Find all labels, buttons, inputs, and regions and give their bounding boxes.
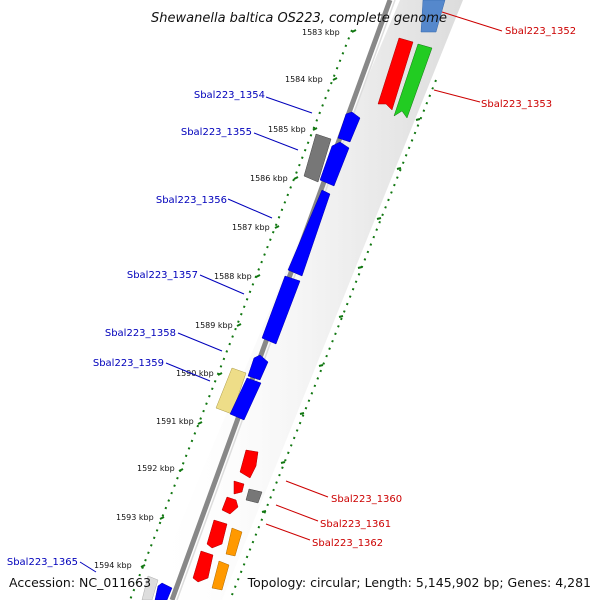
gene-label[interactable]: Sbal223_1362 <box>312 538 383 549</box>
gene-feature[interactable] <box>233 480 245 495</box>
gene-feature[interactable] <box>239 449 259 479</box>
label-leader <box>199 274 245 295</box>
gene-label[interactable]: Sbal223_1355 <box>181 127 252 138</box>
gene-feature[interactable] <box>229 377 262 421</box>
tick-label: 1589 kbp <box>195 321 233 330</box>
tick-mark <box>280 461 286 464</box>
label-leader <box>433 89 481 103</box>
scale-dotted-track <box>129 29 353 600</box>
label-leader <box>177 332 223 352</box>
gene-label[interactable]: Sbal223_1353 <box>481 99 552 110</box>
tick-label: 1587 kbp <box>232 223 270 232</box>
tick-mark <box>357 266 363 269</box>
label-leader <box>227 198 273 219</box>
label-leaders <box>79 11 503 573</box>
gene-feature[interactable] <box>154 582 173 600</box>
label-leader <box>285 480 329 498</box>
gene-feature[interactable] <box>221 496 239 515</box>
tick-label: 1591 kbp <box>156 417 194 426</box>
gene-label[interactable]: Sbal223_1356 <box>156 195 227 206</box>
tick-label: 1588 kbp <box>214 272 252 281</box>
tick-mark <box>415 118 421 121</box>
map-title: Shewanella baltica OS223, complete genom… <box>151 11 447 26</box>
tick-mark <box>197 421 203 425</box>
gene-feature[interactable] <box>393 43 433 119</box>
label-leader <box>253 132 299 151</box>
label-leader <box>165 362 211 382</box>
gene-feature[interactable] <box>206 519 228 549</box>
gene-feature[interactable] <box>287 189 331 277</box>
scale-tracks <box>129 29 437 600</box>
tick-marks <box>140 29 421 568</box>
tick-mark <box>396 167 402 170</box>
gene-feature[interactable] <box>225 527 243 557</box>
gene-label[interactable]: Sbal223_1354 <box>194 90 265 101</box>
reverse-strand-features <box>141 111 361 600</box>
gene-feature[interactable] <box>247 354 269 381</box>
label-leader <box>265 523 311 541</box>
tick-label: 1583 kbp <box>302 28 340 37</box>
tick-mark <box>217 372 223 376</box>
gene-feature[interactable] <box>211 560 230 591</box>
gene-label[interactable]: Sbal223_1352 <box>505 26 576 37</box>
label-leader <box>265 96 313 114</box>
gene-labels: Sbal223_1352 Sbal223_1353 Sbal223_1354 S… <box>7 26 576 568</box>
tick-labels: 1583 kbp 1584 kbp 1585 kbp 1586 kbp 1587… <box>94 28 340 570</box>
gene-label[interactable]: Sbal223_1357 <box>127 270 198 281</box>
gene-feature[interactable] <box>319 141 350 187</box>
gene-label[interactable]: Sbal223_1359 <box>93 358 164 369</box>
tick-mark <box>318 364 324 367</box>
tick-mark <box>255 274 261 278</box>
accession-text: Accession: NC_011663 <box>9 575 151 590</box>
tick-mark <box>159 516 165 520</box>
tick-label: 1584 kbp <box>285 75 323 84</box>
gene-feature[interactable] <box>245 488 263 504</box>
gene-feature[interactable] <box>377 37 414 111</box>
tick-label: 1585 kbp <box>268 125 306 134</box>
tick-label: 1594 kbp <box>94 561 132 570</box>
label-leader <box>441 11 503 32</box>
gene-feature[interactable] <box>303 133 332 183</box>
tick-mark <box>236 323 242 327</box>
gene-label[interactable]: Sbal223_1365 <box>7 557 78 568</box>
tick-mark <box>299 412 305 415</box>
tick-mark <box>178 468 184 472</box>
tick-mark <box>293 176 299 180</box>
tick-label: 1586 kbp <box>250 174 288 183</box>
tick-label: 1593 kbp <box>116 513 154 522</box>
label-leader <box>79 561 97 573</box>
gene-label[interactable]: Sbal223_1360 <box>331 494 402 505</box>
tick-mark <box>274 225 280 229</box>
tick-mark <box>261 510 267 513</box>
tick-label: 1592 kbp <box>137 464 175 473</box>
gene-feature[interactable] <box>192 550 214 583</box>
gene-feature[interactable] <box>420 0 446 33</box>
genome-stats-text: Topology: circular; Length: 5,145,902 bp… <box>247 575 591 590</box>
gene-feature[interactable] <box>261 275 301 345</box>
gene-label[interactable]: Sbal223_1358 <box>105 328 176 339</box>
tick-mark <box>332 77 338 81</box>
tick-mark <box>140 564 146 568</box>
label-leader <box>275 504 319 522</box>
tick-mark <box>312 127 318 131</box>
gene-feature[interactable] <box>337 111 361 143</box>
tick-mark <box>376 217 382 220</box>
tick-mark <box>338 315 344 318</box>
gene-label[interactable]: Sbal223_1361 <box>320 519 391 530</box>
tick-mark <box>351 29 357 33</box>
gene-feature[interactable] <box>141 575 159 600</box>
tick-label: 1590 kbp <box>176 369 214 378</box>
forward-strand-features <box>192 0 446 591</box>
